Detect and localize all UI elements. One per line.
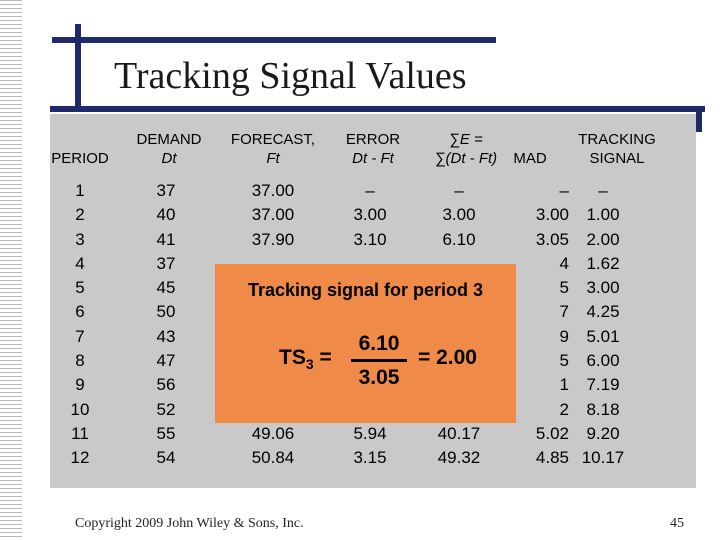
table-cell: 4.25 [586,302,620,322]
table-cell: – [598,181,608,200]
table-cell: 5.01 [586,326,620,346]
title-top-bar [52,37,496,43]
table-cell: 4 [559,253,569,273]
table-cell: 5 [559,278,569,298]
table-cell: 9.20 [586,423,620,443]
table-cell: 37.00 [251,181,295,200]
table-cell: 50 [156,302,176,322]
error-column: – 3.00 3.10 5.94 3.15 [338,179,402,471]
table-cell: 7 [75,326,85,346]
header-demand: DEMAND Dt [136,131,202,167]
table-cell: 54 [156,448,176,468]
table-cell: 6.10 [442,229,476,249]
table-cell: 7.19 [586,375,620,395]
table-cell: 2 [75,205,85,225]
formula-result: = 2.00 [418,346,477,369]
table-cell: 40.17 [437,423,481,443]
table-cell: 3.05 [535,229,569,249]
header-sum-error: ∑E = ∑(Dt - Ft) [434,131,498,167]
table-cell: 37.00 [251,205,295,225]
table-cell: 1 [559,375,569,395]
table-cell: 49.06 [251,423,295,443]
table-cell: 6 [75,302,85,322]
page-number: 45 [670,516,684,531]
table-cell: 8 [75,351,85,371]
table-cell: 5.94 [353,423,387,443]
table-cell: 3.00 [535,205,569,225]
table-cell: 43 [156,326,176,346]
header-tracking-signal: TRACKING SIGNAL [578,131,656,167]
copyright-footer: Copyright 2009 John Wiley & Sons, Inc. [75,516,304,531]
table-cell: 12 [70,448,90,468]
decorative-stripes [0,0,22,540]
table-cell: 5.02 [535,423,569,443]
header-forecast: FORECAST, Ft [230,131,316,167]
table-cell: 40 [156,205,176,225]
table-cell: 3.00 [442,205,476,225]
header-period: PERIOD [51,150,109,167]
table-cell: 5 [559,351,569,371]
table-cell: 10 [70,399,90,419]
period-column: 1 2 3 4 5 6 7 8 9 10 11 12 [54,179,106,471]
table-cell: 5 [75,278,85,298]
table-cell: 2 [559,399,569,419]
table-cell: 9 [559,326,569,346]
table-cell: 4 [75,253,85,273]
table-cell: 8.18 [586,399,620,419]
table-cell: 6.00 [586,351,620,371]
table-cell: 37 [156,253,176,273]
table-cell: 7 [559,302,569,322]
table-cell: 3.00 [586,278,620,298]
table-cell: 3.00 [353,205,387,225]
table-cell: 2.00 [586,229,620,249]
table-cell: 3.15 [353,448,387,468]
mad-column: – 3.00 3.05 4 5 7 9 5 1 2 5.02 4.85 [505,179,569,471]
table-cell: 55 [156,423,176,443]
forecast-column: 37.00 37.00 37.90 49.06 50.84 [238,179,308,471]
table-cell: 52 [156,399,176,419]
table-cell: – [559,181,569,200]
title-vertical-bar [75,24,81,110]
table-cell: – [454,181,464,200]
ts-formula-label: TS3 = [279,346,332,373]
table-cell: 1.00 [586,205,620,225]
tracking-signal-callout: Tracking signal for period 3 TS3 = 6.10 … [215,264,516,423]
table-cell: 47 [156,351,176,371]
page-title: Tracking Signal Values [114,55,467,97]
table-cell: 56 [156,375,176,395]
table-cell: 10.17 [581,448,625,468]
demand-column: 37 40 41 37 45 50 43 47 56 52 55 54 [140,179,192,471]
tracking-signal-column: – 1.00 2.00 1.62 3.00 4.25 5.01 6.00 7.1… [571,179,635,471]
title-bottom-bar [50,106,705,112]
table-cell: 11 [71,423,89,443]
table-cell: 3.10 [353,229,387,249]
header-mad: MAD [513,150,547,167]
table-cell: 49.32 [437,448,481,468]
table-cell: 3 [75,229,85,249]
fraction-line [351,359,407,362]
table-cell: 37.90 [251,229,295,249]
table-cell: 45 [156,278,176,298]
right-accent-bar [696,106,702,132]
formula-numerator: 6.10 [358,332,400,355]
table-cell: 1.62 [586,253,620,273]
formula-denominator: 3.05 [358,366,400,389]
table-cell: 4.85 [535,448,569,468]
table-cell: 37 [156,181,176,200]
table-cell: – [365,181,375,200]
table-cell: 41 [156,229,176,249]
table-cell: 9 [75,375,85,395]
table-cell: 50.84 [251,448,295,468]
header-error: ERROR Dt - Ft [345,131,401,167]
callout-heading: Tracking signal for period 3 [247,280,484,300]
table-cell: 1 [75,181,85,200]
sum-error-column: – 3.00 6.10 40.17 49.32 [424,179,494,471]
